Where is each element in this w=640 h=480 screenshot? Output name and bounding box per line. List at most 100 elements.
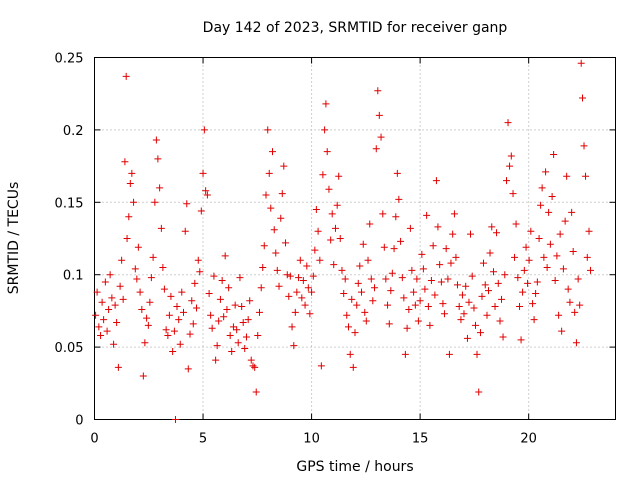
data-point — [323, 148, 331, 156]
data-point — [405, 305, 413, 313]
data-point — [309, 272, 317, 280]
data-point — [353, 301, 361, 309]
data-point — [285, 292, 293, 300]
data-point — [333, 201, 341, 209]
data-point — [304, 284, 312, 292]
data-point — [100, 316, 108, 324]
data-point — [212, 356, 220, 364]
y-tick-label: 0.15 — [55, 196, 84, 211]
data-point — [576, 301, 584, 309]
data-point — [160, 285, 168, 293]
data-point — [159, 263, 167, 271]
data-point — [558, 327, 566, 335]
data-point — [207, 311, 215, 319]
data-point — [128, 169, 136, 177]
data-point — [512, 220, 520, 228]
data-point — [561, 217, 569, 225]
data-point — [537, 201, 545, 209]
data-point — [278, 190, 286, 198]
data-point — [277, 214, 285, 222]
data-point — [283, 271, 291, 279]
data-point — [499, 333, 507, 341]
data-point — [442, 245, 450, 253]
data-point — [444, 275, 452, 283]
data-point — [113, 318, 121, 326]
x-tick-label: 10 — [303, 432, 320, 447]
data-point — [262, 191, 270, 199]
data-point — [583, 253, 591, 261]
data-point — [424, 303, 432, 311]
data-point — [226, 332, 234, 340]
data-point — [410, 288, 418, 296]
data-point — [246, 297, 254, 305]
data-point — [273, 266, 281, 274]
data-point — [242, 333, 250, 341]
data-point — [131, 265, 139, 273]
grid-lines — [94, 57, 616, 420]
data-point — [301, 301, 309, 309]
data-point — [359, 240, 367, 248]
data-point — [569, 248, 577, 256]
data-point — [478, 292, 486, 300]
data-point — [559, 265, 567, 273]
data-point — [167, 292, 175, 300]
data-point — [197, 207, 205, 215]
data-point — [286, 272, 294, 280]
data-point — [371, 284, 379, 292]
data-point — [408, 266, 416, 274]
data-point — [388, 269, 396, 277]
data-point — [553, 252, 561, 260]
data-point — [298, 294, 306, 302]
data-point — [125, 213, 133, 221]
data-point — [149, 253, 157, 261]
data-point — [440, 310, 448, 318]
data-point — [493, 229, 501, 237]
data-point — [362, 317, 370, 325]
data-point — [429, 242, 437, 250]
data-point — [108, 294, 116, 302]
data-point — [254, 332, 262, 340]
data-point — [265, 169, 273, 177]
data-point — [574, 275, 582, 283]
data-point — [372, 145, 380, 153]
x-axis-label: GPS time / hours — [296, 459, 413, 475]
data-point — [447, 259, 455, 267]
data-point — [146, 298, 154, 306]
data-point — [293, 288, 301, 296]
data-point — [241, 345, 249, 353]
data-point — [485, 287, 493, 295]
data-point — [183, 200, 191, 208]
data-point — [175, 316, 183, 324]
data-point — [452, 253, 460, 261]
data-point — [494, 279, 502, 287]
data-point — [218, 276, 226, 284]
data-point — [144, 321, 152, 329]
data-point — [215, 317, 223, 325]
data-point — [325, 185, 333, 193]
data-point — [193, 304, 201, 312]
data-point — [538, 184, 546, 192]
data-point — [269, 148, 277, 156]
data-point — [317, 362, 325, 370]
data-point — [572, 339, 580, 347]
data-point — [481, 281, 489, 289]
data-point — [130, 198, 138, 206]
data-point — [423, 211, 431, 219]
data-point — [134, 243, 142, 251]
data-point — [184, 365, 192, 373]
data-point — [375, 111, 383, 119]
data-point — [398, 274, 406, 282]
data-point — [233, 326, 241, 334]
data-point — [571, 308, 579, 316]
data-point — [385, 320, 393, 328]
data-point — [468, 272, 476, 280]
data-point — [489, 268, 497, 276]
data-point — [535, 235, 543, 242]
data-point — [529, 300, 537, 308]
data-point — [136, 288, 144, 296]
data-point — [223, 305, 231, 313]
data-point — [147, 274, 155, 282]
data-point — [514, 274, 522, 282]
data-point — [393, 169, 401, 177]
data-point — [322, 100, 330, 108]
